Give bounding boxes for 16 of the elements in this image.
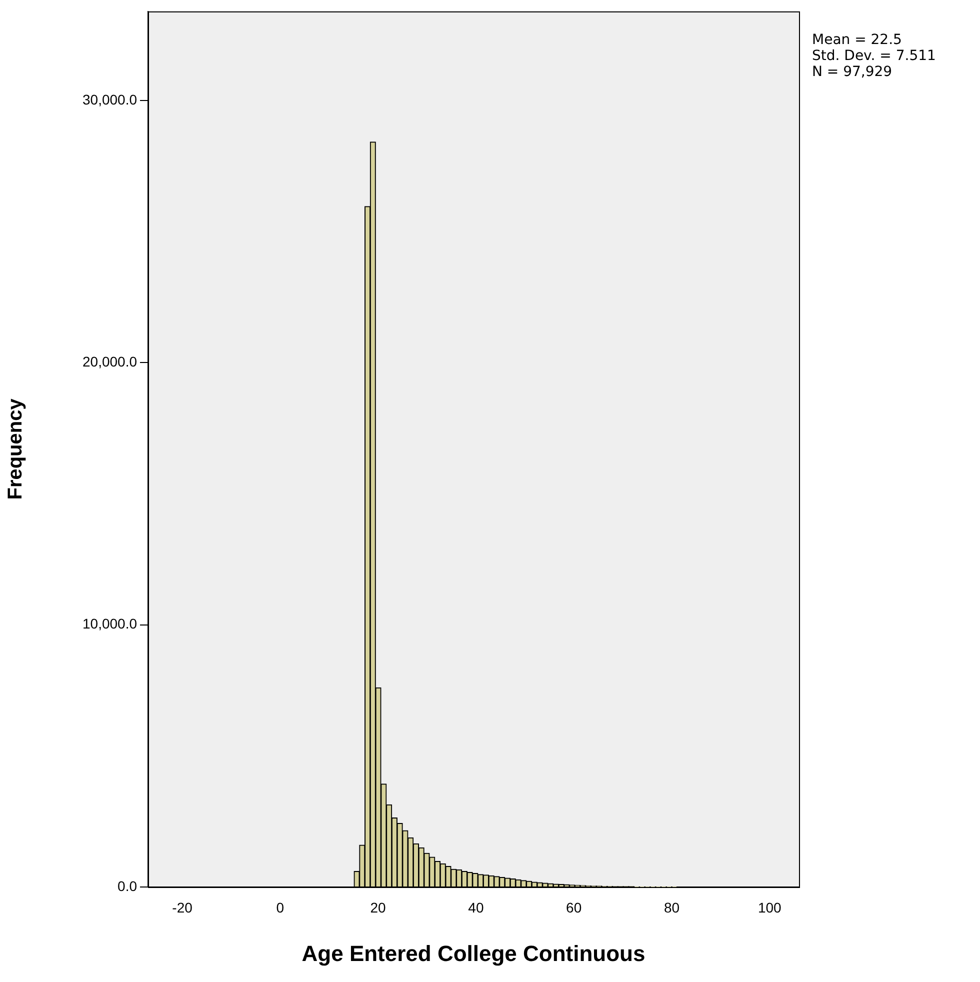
y-tick-label: 10,000.0 (82, 616, 138, 632)
y-tick-label: 20,000.0 (82, 354, 138, 370)
x-tick-label: 60 (566, 899, 582, 916)
x-tick-label: -20 (172, 899, 193, 916)
y-axis-title: Frequency (4, 398, 27, 500)
x-axis-title: Age Entered College Continuous (302, 940, 646, 966)
x-tick-label: 100 (758, 899, 782, 916)
text: N = 97,929 (812, 64, 894, 80)
text: Std. Dev. = 7.511 (812, 48, 936, 64)
x-tick-label: 20 (370, 899, 386, 916)
y-tick-label: 0.0 (118, 878, 138, 894)
text: Mean = 22.5 (812, 32, 903, 48)
x-tick-label: 40 (468, 899, 484, 916)
x-tick-label: 80 (664, 899, 680, 916)
x-tick-label: 0 (276, 899, 284, 916)
y-tick-label: 30,000.0 (82, 91, 138, 108)
